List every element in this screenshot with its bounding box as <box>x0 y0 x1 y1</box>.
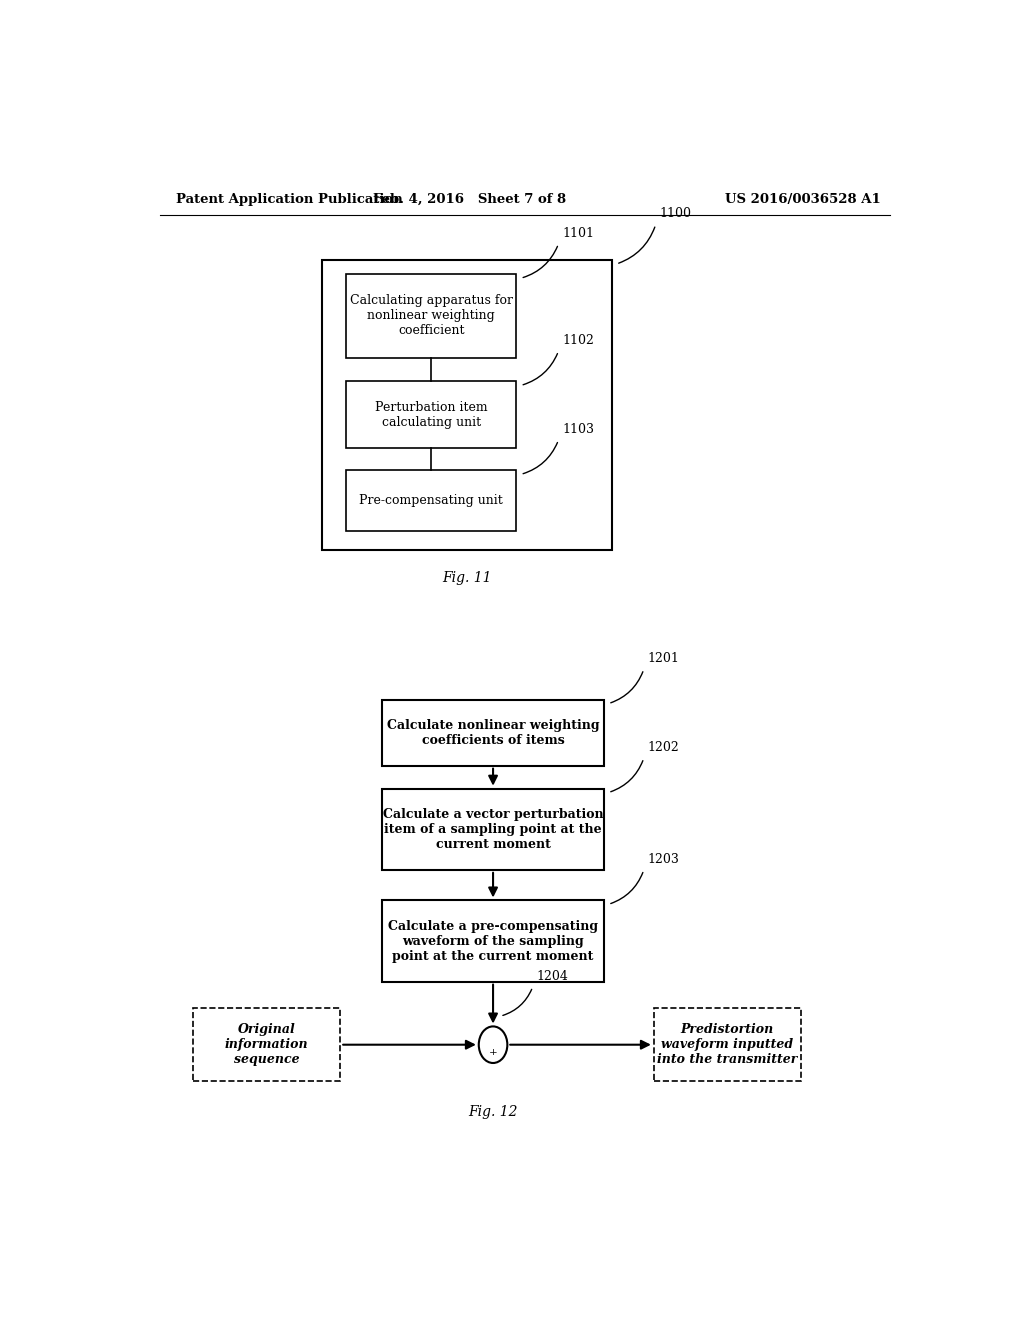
Text: 1204: 1204 <box>537 970 568 982</box>
Text: Feb. 4, 2016   Sheet 7 of 8: Feb. 4, 2016 Sheet 7 of 8 <box>373 193 566 206</box>
Bar <box>346 275 516 358</box>
Text: 1202: 1202 <box>648 741 680 754</box>
Text: Predistortion
waveform inputted
into the transmitter: Predistortion waveform inputted into the… <box>657 1023 798 1067</box>
Text: 1203: 1203 <box>648 853 680 866</box>
Text: +: + <box>488 1048 498 1057</box>
Text: Calculate a vector perturbation
item of a sampling point at the
current moment: Calculate a vector perturbation item of … <box>383 808 603 850</box>
Text: Calculate a pre-compensating
waveform of the sampling
point at the current momen: Calculate a pre-compensating waveform of… <box>388 920 598 962</box>
Text: Patent Application Publication: Patent Application Publication <box>176 193 402 206</box>
Text: Fig. 12: Fig. 12 <box>468 1105 518 1119</box>
Text: 1102: 1102 <box>562 334 594 347</box>
Text: Calculating apparatus for
nonlinear weighting
coefficient: Calculating apparatus for nonlinear weig… <box>349 294 513 338</box>
Bar <box>382 788 604 870</box>
Text: 1101: 1101 <box>562 227 595 240</box>
Text: Perturbation item
calculating unit: Perturbation item calculating unit <box>375 400 487 429</box>
Text: Original
information
sequence: Original information sequence <box>225 1023 308 1067</box>
Bar <box>382 900 604 982</box>
Text: US 2016/0036528 A1: US 2016/0036528 A1 <box>725 193 881 206</box>
Bar <box>194 1008 340 1081</box>
Bar <box>323 260 612 549</box>
Text: Fig. 11: Fig. 11 <box>442 572 492 585</box>
Text: Calculate nonlinear weighting
coefficients of items: Calculate nonlinear weighting coefficien… <box>387 718 599 747</box>
Text: 1100: 1100 <box>659 207 692 220</box>
Bar <box>653 1008 801 1081</box>
Text: Pre-compensating unit: Pre-compensating unit <box>359 495 503 507</box>
Bar <box>382 700 604 766</box>
Text: 1103: 1103 <box>562 422 595 436</box>
Bar <box>346 470 516 532</box>
Bar <box>346 381 516 447</box>
Text: 1201: 1201 <box>648 652 680 665</box>
